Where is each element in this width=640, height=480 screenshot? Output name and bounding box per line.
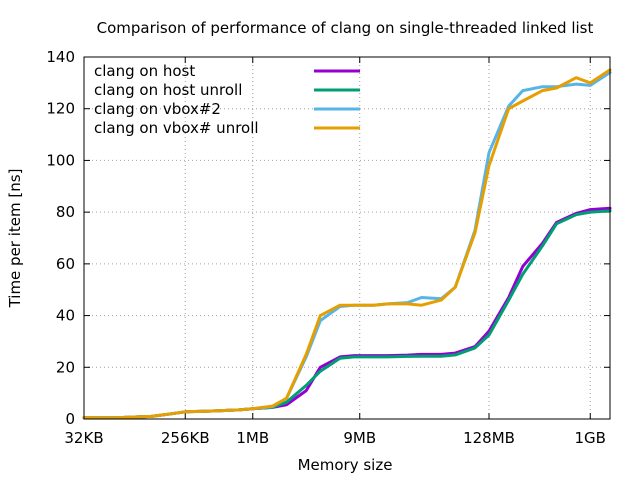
chart-title: Comparison of performance of clang on si…	[97, 19, 594, 37]
legend-label: clang on vbox# unroll	[94, 119, 259, 137]
y-tick-label: 80	[56, 203, 75, 221]
y-tick-label: 20	[56, 358, 75, 376]
grid-layer	[84, 57, 610, 419]
x-axis-label: Memory size	[298, 456, 393, 474]
series-line-4	[82, 68, 612, 420]
x-tick-label: 32KB	[64, 429, 103, 447]
y-tick-label: 140	[46, 48, 75, 66]
series-layer	[82, 68, 612, 420]
series-line-2	[82, 209, 612, 420]
tick-layer: 0 20 40 60 80 100 120 140 32KB 256KB 1MB 9MB 128MB 1G…	[46, 48, 610, 447]
y-tick-label: 60	[56, 255, 75, 273]
legend-label: clang on host unroll	[94, 81, 242, 99]
y-tick-label: 100	[46, 151, 75, 169]
y-tick-label: 0	[65, 410, 75, 428]
y-tick-label: 120	[46, 100, 75, 118]
legend-label: clang on vbox#2	[94, 100, 221, 118]
x-tick-label: 1GB	[575, 429, 606, 447]
plot-frame	[83, 56, 611, 420]
x-tick-label: 1MB	[236, 429, 269, 447]
x-tick-label: 256KB	[161, 429, 210, 447]
y-tick-label: 40	[56, 307, 75, 325]
series-line-1	[82, 206, 612, 420]
x-tick-label: 9MB	[343, 429, 376, 447]
legend-label: clang on host	[94, 62, 195, 80]
y-axis-label: Time per item [ns]	[6, 169, 24, 309]
x-tick-label: 128MB	[463, 429, 515, 447]
